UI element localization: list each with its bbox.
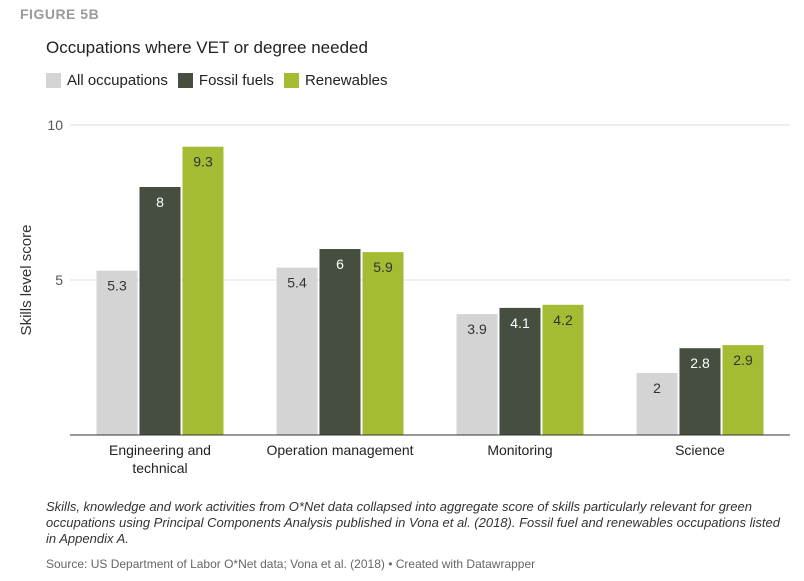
y-axis-label: Skills level score [18, 225, 35, 336]
legend: All occupations Fossil fuels Renewables [46, 72, 388, 89]
chart-note: Skills, knowledge and work activities fr… [46, 499, 780, 546]
data-label: 9.3 [193, 154, 213, 170]
data-label: 5.4 [287, 275, 307, 291]
data-label: 2 [653, 380, 661, 396]
data-label: 8 [156, 194, 164, 210]
figure-label: FIGURE 5B [20, 6, 100, 22]
data-label: 6 [336, 256, 344, 272]
bar [319, 249, 361, 435]
legend-item-all-occupations: All occupations [46, 72, 168, 89]
x-tick-label: Monitoring [487, 442, 552, 458]
chart-title: Occupations where VET or degree needed [46, 38, 368, 57]
legend-item-renewables: Renewables [283, 72, 388, 89]
bar [182, 146, 224, 435]
legend-label: Renewables [304, 72, 388, 89]
data-label: 3.9 [467, 321, 487, 337]
legend-swatch [283, 73, 299, 88]
bar [722, 345, 764, 435]
legend-label: Fossil fuels [198, 72, 274, 89]
data-label: 2.9 [733, 352, 753, 368]
bar [636, 373, 678, 435]
data-label: 5.9 [373, 259, 393, 275]
data-label: 5.3 [107, 278, 127, 294]
x-tick-label: Operation management [266, 442, 413, 458]
data-label: 2.8 [690, 355, 710, 371]
bar [139, 187, 181, 435]
bar [499, 307, 541, 435]
y-tick-label: 5 [55, 272, 63, 288]
x-tick-label: Science [675, 442, 725, 458]
bar [542, 304, 584, 435]
bar [362, 252, 404, 435]
legend-label: All occupations [67, 72, 168, 89]
legend-item-fossil-fuels: Fossil fuels [177, 72, 274, 89]
data-label: 4.1 [510, 315, 530, 331]
data-label: 4.2 [553, 312, 573, 328]
bar [276, 267, 318, 435]
bar [679, 348, 721, 435]
y-tick-label: 10 [47, 117, 63, 133]
bar [456, 314, 498, 435]
x-tick-label: Engineering and technical [109, 442, 211, 476]
legend-swatch [46, 73, 61, 88]
legend-swatch [177, 73, 193, 88]
bar [96, 270, 138, 435]
source-line: Source: US Department of Labor O*Net dat… [46, 557, 536, 571]
